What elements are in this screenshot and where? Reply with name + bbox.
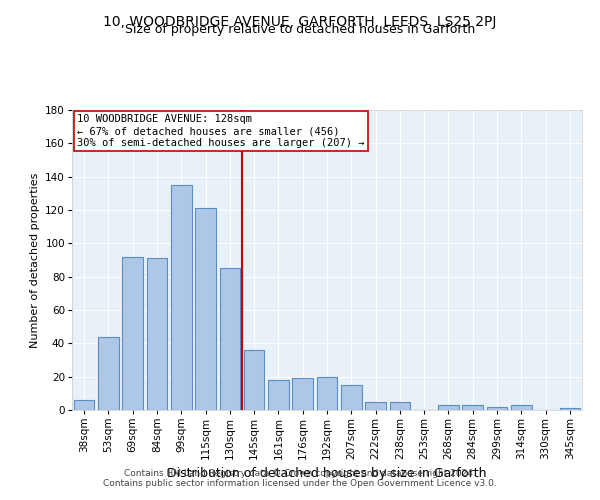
Bar xyxy=(511,405,532,410)
Text: 10 WOODBRIDGE AVENUE: 128sqm
← 67% of detached houses are smaller (456)
30% of s: 10 WOODBRIDGE AVENUE: 128sqm ← 67% of de… xyxy=(77,114,365,148)
Text: Contains HM Land Registry data © Crown copyright and database right 2024.: Contains HM Land Registry data © Crown c… xyxy=(124,468,476,477)
Bar xyxy=(463,405,483,410)
Bar xyxy=(365,402,386,410)
Bar xyxy=(438,405,459,410)
Bar xyxy=(74,400,94,410)
Bar xyxy=(560,408,580,410)
Bar xyxy=(389,402,410,410)
Y-axis label: Number of detached properties: Number of detached properties xyxy=(30,172,40,348)
Bar xyxy=(195,208,216,410)
Bar xyxy=(122,256,143,410)
X-axis label: Distribution of detached houses by size in Garforth: Distribution of detached houses by size … xyxy=(167,468,487,480)
Bar xyxy=(220,268,240,410)
Bar xyxy=(341,385,362,410)
Bar xyxy=(244,350,265,410)
Bar xyxy=(268,380,289,410)
Text: Size of property relative to detached houses in Garforth: Size of property relative to detached ho… xyxy=(125,22,475,36)
Bar xyxy=(292,378,313,410)
Text: Contains public sector information licensed under the Open Government Licence v3: Contains public sector information licen… xyxy=(103,478,497,488)
Bar xyxy=(146,258,167,410)
Bar xyxy=(317,376,337,410)
Bar xyxy=(487,406,508,410)
Bar xyxy=(171,185,191,410)
Bar xyxy=(98,336,119,410)
Text: 10, WOODBRIDGE AVENUE, GARFORTH, LEEDS, LS25 2PJ: 10, WOODBRIDGE AVENUE, GARFORTH, LEEDS, … xyxy=(103,15,497,29)
